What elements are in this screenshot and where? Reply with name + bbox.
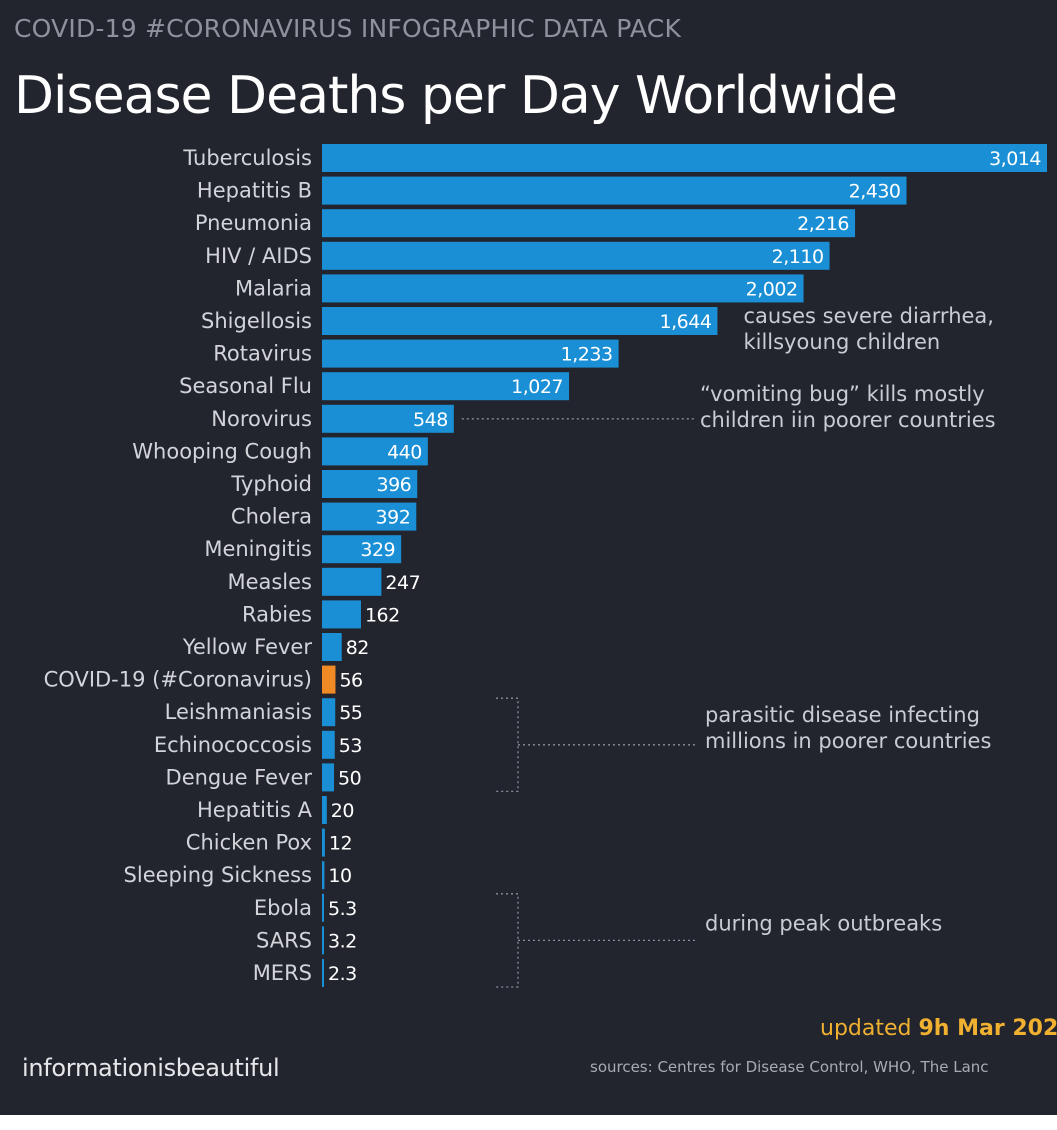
bar-cholera <box>322 502 417 531</box>
bar-norovirus <box>322 404 454 433</box>
value-label-shigellosis: 1,644 <box>660 311 712 333</box>
bar-rotavirus <box>322 339 619 368</box>
value-label-yellow-fever: 82 <box>346 637 369 659</box>
bar-meningitis <box>322 535 402 564</box>
annotation-text-2-1: millions in poorer countries <box>705 729 991 753</box>
bar-pneumonia <box>322 209 856 238</box>
bar-whooping-cough <box>322 437 428 466</box>
value-label-rabies: 162 <box>365 604 400 626</box>
bar-chicken-pox <box>322 828 325 857</box>
bar-mers <box>322 959 324 987</box>
value-label-norovirus: 548 <box>413 409 448 431</box>
brand-logo-text: informationisbeautiful <box>22 1054 280 1082</box>
value-label-echinococcosis: 53 <box>339 735 362 757</box>
category-label-rabies: Rabies <box>242 602 312 626</box>
value-label-hepatitis-b: 2,430 <box>849 181 901 203</box>
category-label-ebola: Ebola <box>254 896 312 920</box>
bar-typhoid <box>322 470 418 498</box>
annotation-text-2-0: parasitic disease infecting <box>705 703 980 727</box>
value-label-tuberculosis: 3,014 <box>989 148 1041 170</box>
value-label-sars: 3.2 <box>328 930 357 952</box>
category-label-pneumonia: Pneumonia <box>195 211 312 235</box>
category-label-shigellosis: Shigellosis <box>201 309 312 333</box>
annotation-text-0-1: killsyoung children <box>743 330 940 354</box>
category-label-chicken-pox: Chicken Pox <box>186 831 312 855</box>
bar-echinococcosis <box>322 730 335 759</box>
category-label-echinococcosis: Echinococcosis <box>154 733 312 757</box>
value-label-meningitis: 329 <box>360 539 395 561</box>
category-label-seasonal-flu: Seasonal Flu <box>179 374 312 398</box>
updated-date: 9h Mar 202 <box>918 1016 1057 1041</box>
category-label-hepatitis-b: Hepatitis B <box>197 179 312 203</box>
annotation-bracket-3 <box>496 893 519 988</box>
value-label-pneumonia: 2,216 <box>797 213 849 235</box>
value-label-whooping-cough: 440 <box>387 441 422 463</box>
category-label-covid-19-coronavirus: COVID-19 (#Coronavirus) <box>44 668 312 692</box>
bar-hiv-aids <box>322 241 830 270</box>
sources-note: sources: Centres for Disease Control, WH… <box>590 1058 989 1076</box>
category-label-dengue-fever: Dengue Fever <box>166 765 313 789</box>
category-label-norovirus: Norovirus <box>211 407 312 431</box>
bar-shigellosis <box>322 307 718 335</box>
bar-tuberculosis <box>322 144 1047 172</box>
value-label-hepatitis-a: 20 <box>331 800 354 822</box>
annotation-bracket-2 <box>496 697 519 793</box>
category-label-cholera: Cholera <box>231 505 312 529</box>
category-label-hiv-aids: HIV / AIDS <box>205 244 312 268</box>
value-label-sleeping-sickness: 10 <box>328 865 351 887</box>
annotation-text-0-0: causes severe diarrhea, <box>743 304 994 328</box>
annotation-text-1-1: children iin poorer countries <box>700 408 996 432</box>
value-label-chicken-pox: 12 <box>329 833 352 855</box>
kicker-text: COVID-19 #CORONAVIRUS INFOGRAPHIC DATA P… <box>14 14 682 43</box>
bar-measles <box>322 567 382 596</box>
category-label-typhoid: Typhoid <box>230 472 312 496</box>
bar-hepatitis-a <box>322 796 327 824</box>
bar-rabies <box>322 600 361 629</box>
value-label-seasonal-flu: 1,027 <box>511 376 563 398</box>
bar-seasonal-flu <box>322 372 570 401</box>
updated-prefix: updated <box>820 1016 919 1041</box>
value-label-malaria: 2,002 <box>746 278 798 300</box>
value-label-dengue-fever: 50 <box>338 767 361 789</box>
chart-title: Disease Deaths per Day Worldwide <box>14 66 898 126</box>
category-label-malaria: Malaria <box>235 276 312 300</box>
category-label-hepatitis-a: Hepatitis A <box>197 798 313 822</box>
value-label-typhoid: 396 <box>376 474 411 496</box>
updated-note: updated 9h Mar 202 <box>820 1016 1057 1041</box>
category-label-meningitis: Meningitis <box>204 537 312 561</box>
value-label-covid-19-coronavirus: 56 <box>339 670 362 692</box>
bar-hepatitis-b <box>322 176 907 205</box>
bar-malaria <box>322 274 804 303</box>
category-label-tuberculosis: Tuberculosis <box>182 146 312 170</box>
annotation-text-1-0: “vomiting bug” kills mostly <box>700 382 985 406</box>
value-label-cholera: 392 <box>376 507 411 529</box>
value-label-hiv-aids: 2,110 <box>772 246 824 268</box>
annotation-text-3-0: during peak outbreaks <box>705 911 942 935</box>
category-label-rotavirus: Rotavirus <box>213 342 312 366</box>
category-label-leishmaniasis: Leishmaniasis <box>165 700 312 724</box>
bar-sleeping-sickness <box>322 861 325 890</box>
value-label-ebola: 5.3 <box>328 898 357 920</box>
category-label-sars: SARS <box>256 928 312 952</box>
category-label-whooping-cough: Whooping Cough <box>132 439 312 463</box>
bar-yellow-fever <box>322 633 342 661</box>
value-label-mers: 2.3 <box>328 963 357 985</box>
bar-dengue-fever <box>322 763 335 792</box>
bar-covid-19-coronavirus <box>322 665 336 694</box>
bar-sars <box>322 926 324 955</box>
bar-ebola <box>322 893 324 922</box>
category-label-mers: MERS <box>253 961 312 985</box>
category-label-yellow-fever: Yellow Fever <box>182 635 313 659</box>
category-label-measles: Measles <box>227 570 312 594</box>
category-label-sleeping-sickness: Sleeping Sickness <box>124 863 312 887</box>
value-label-measles: 247 <box>385 572 420 594</box>
bar-leishmaniasis <box>322 698 336 727</box>
value-label-rotavirus: 1,233 <box>561 344 613 366</box>
value-label-leishmaniasis: 55 <box>339 702 362 724</box>
bars-group: Tuberculosis 3,014 Hepatitis B 2,430 Pneumon… <box>44 144 1047 987</box>
annotations-group: causes severe diarrhea,killsyoung childr… <box>461 304 996 988</box>
